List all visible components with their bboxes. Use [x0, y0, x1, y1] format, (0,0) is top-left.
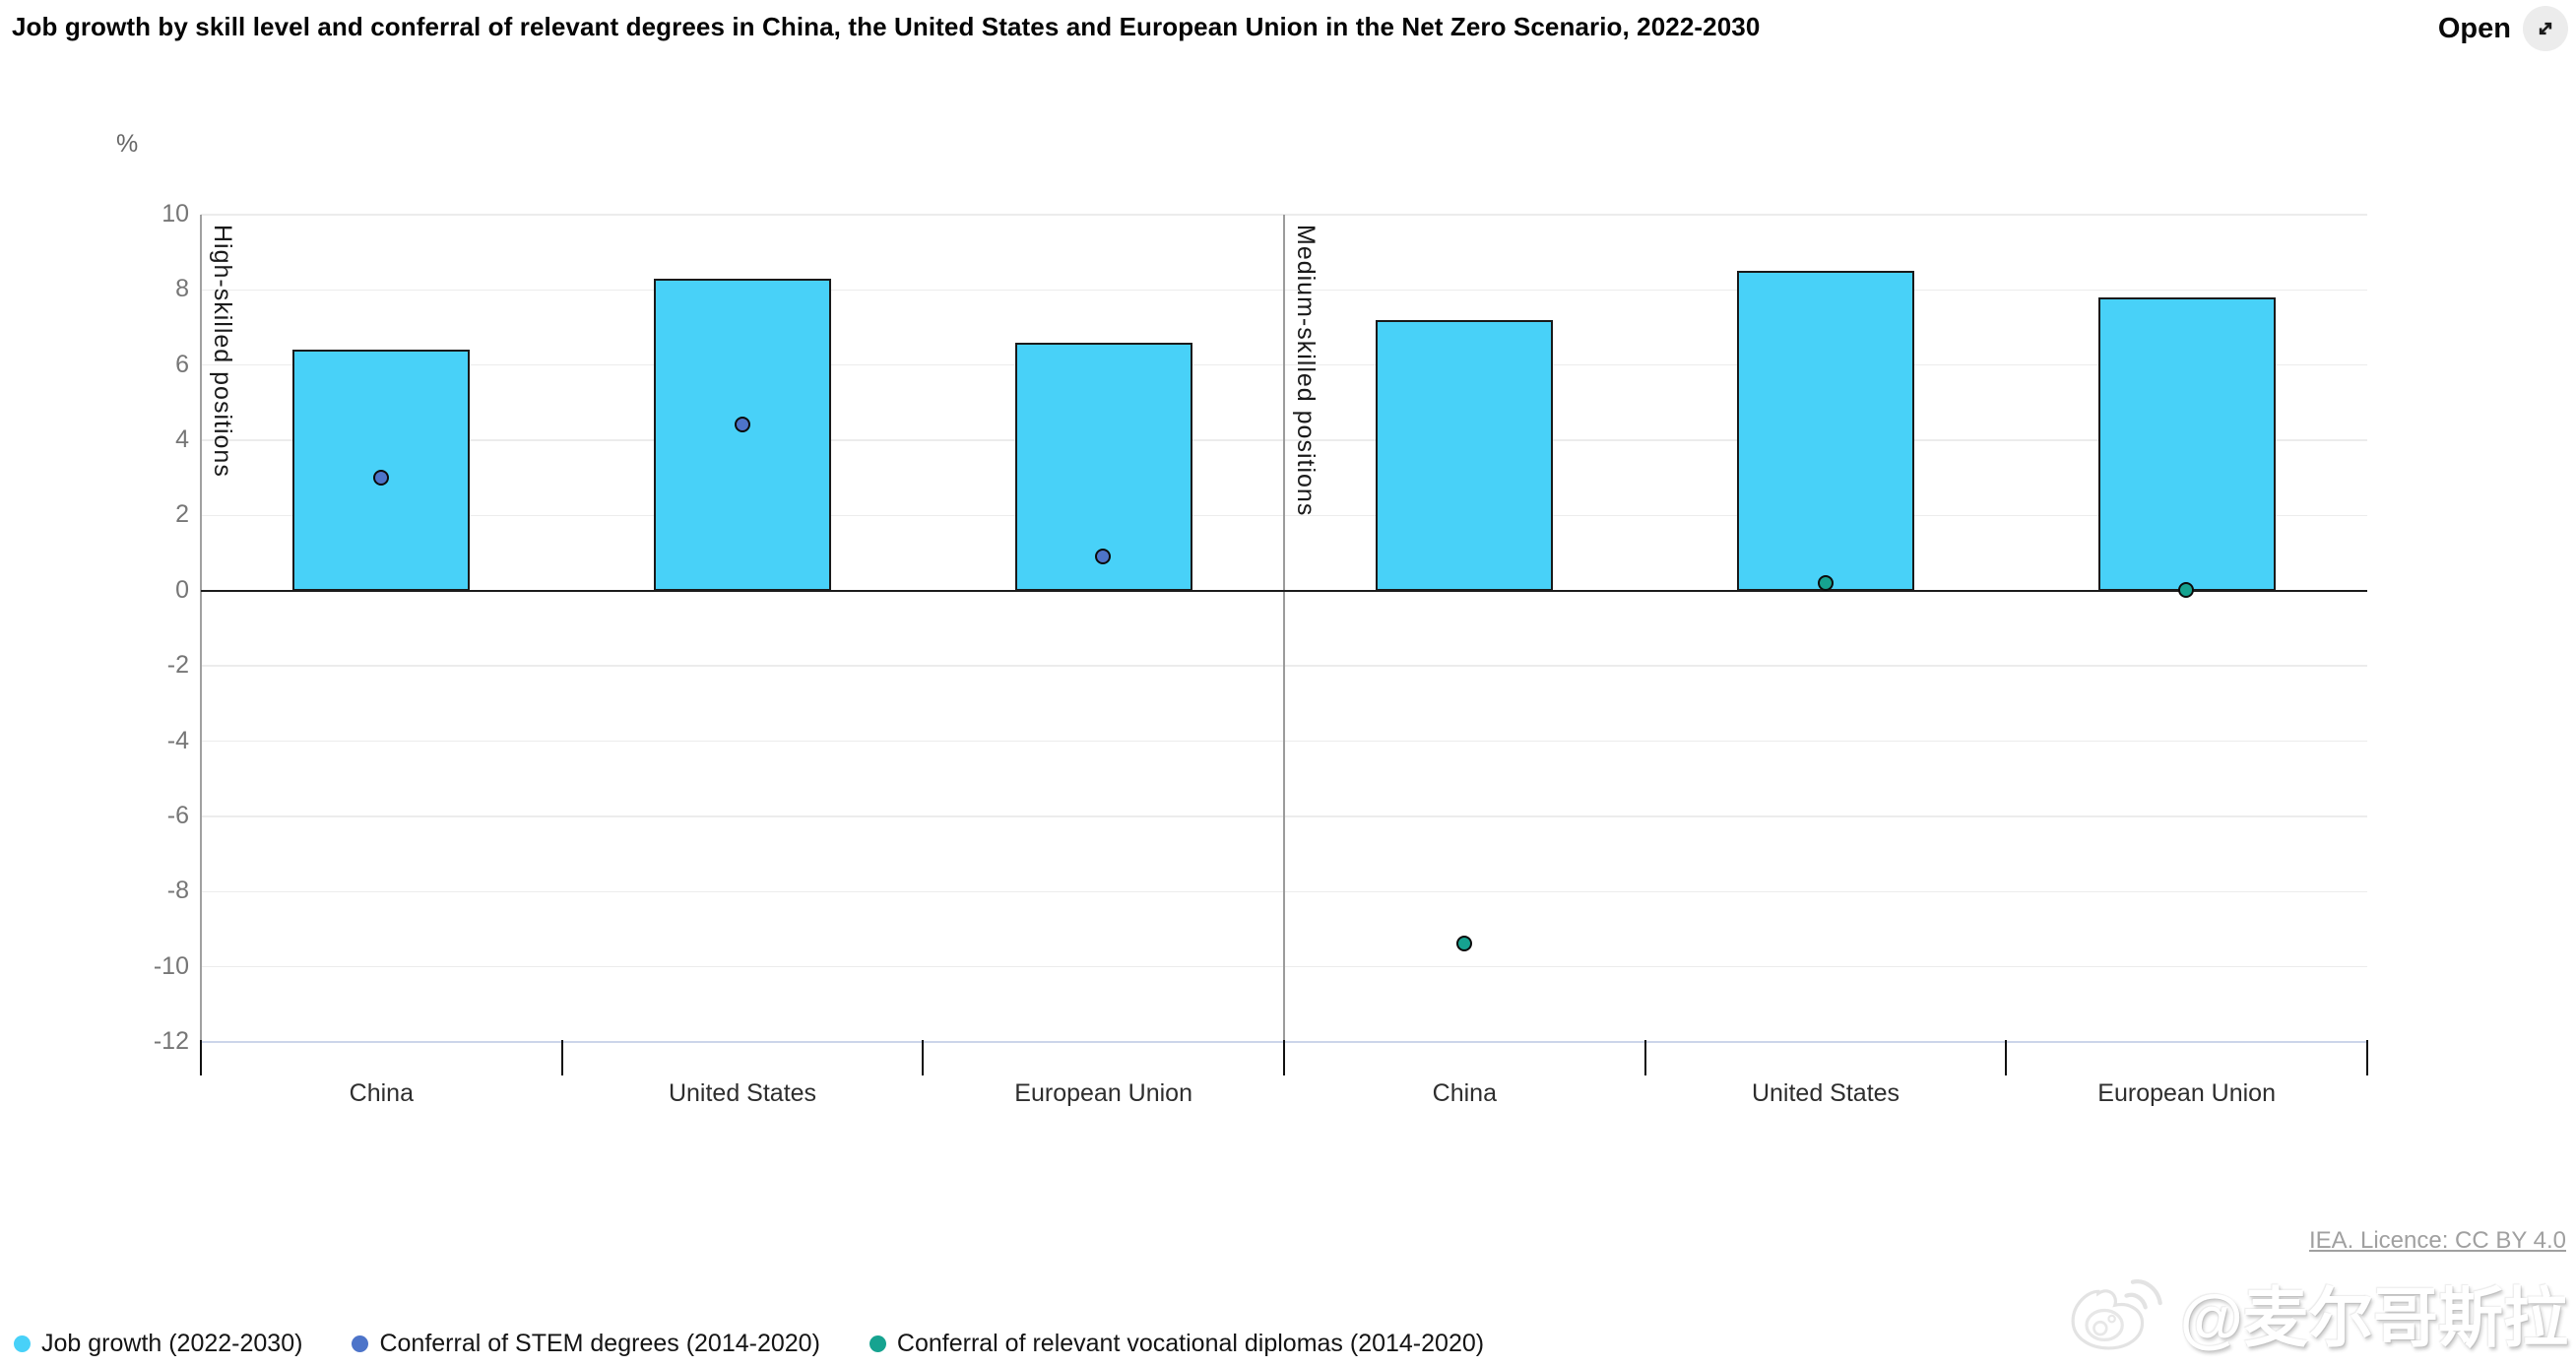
y-axis-tick-label: -12 [153, 1027, 189, 1055]
legend-swatch [14, 1335, 31, 1352]
panel-label-high-skilled-positions: High-skilled positions [209, 225, 236, 478]
open-button-label: Open [2437, 12, 2511, 44]
y-axis-tick-label: -10 [153, 951, 189, 980]
medium-skilled-positions-bar-european-union[interactable] [2097, 297, 2276, 591]
medium-skilled-positions-point-european-union[interactable] [2178, 582, 2195, 599]
x-axis-label-united-states: United States [1751, 1079, 1900, 1107]
legend-swatch [352, 1335, 369, 1352]
x-axis-label-united-states: United States [668, 1079, 817, 1107]
high-skilled-positions-point-united-states[interactable] [734, 417, 750, 433]
chart-title: Job growth by skill level and conferral … [12, 12, 1761, 41]
y-axis-tick-label: 2 [175, 500, 189, 529]
legend-item-job-growth-2022-2030[interactable]: Job growth (2022-2030) [14, 1330, 302, 1358]
x-axis-label-china: China [1432, 1079, 1497, 1107]
high-skilled-positions-point-china[interactable] [372, 469, 389, 486]
y-axis-tick-label: -4 [166, 726, 189, 754]
panel-label-medium-skilled-positions: Medium-skilled positions [1292, 225, 1320, 517]
x-axis-tick [2005, 1040, 2008, 1075]
x-axis-tick [1643, 1040, 1646, 1075]
x-axis-label-china: China [349, 1079, 414, 1107]
x-axis-tick [2366, 1040, 2368, 1075]
x-axis-tick [200, 1040, 202, 1075]
licence-link[interactable]: IEA. Licence: CC BY 4.0 [2308, 1227, 2566, 1254]
y-axis-tick-label: 0 [175, 575, 189, 604]
medium-skilled-positions-point-china[interactable] [1455, 936, 1472, 952]
y-axis-tick-label: -6 [166, 801, 189, 829]
y-axis-tick-label: -2 [166, 651, 189, 680]
x-axis-tick [1283, 1040, 1285, 1075]
medium-skilled-positions-bar-china[interactable] [1376, 319, 1554, 591]
y-axis-unit-label: % [116, 130, 139, 158]
legend: Job growth (2022-2030) Conferral of STEM … [14, 1330, 1484, 1358]
open-button[interactable]: Open [2438, 6, 2568, 51]
x-axis-tick [922, 1040, 925, 1075]
y-axis-tick-label: -8 [166, 877, 189, 905]
left-axis-line [200, 215, 202, 1042]
x-axis-label-european-union: European Union [2097, 1079, 2276, 1107]
x-axis-label-european-union: European Union [1014, 1079, 1192, 1107]
legend-item-conferral-of-stem-degrees-2014-2020[interactable]: Conferral of STEM degrees (2014-2020) [352, 1330, 820, 1358]
legend-swatch [869, 1335, 886, 1352]
high-skilled-positions-point-european-union[interactable] [1095, 548, 1112, 564]
medium-skilled-positions-bar-united-states[interactable] [1737, 271, 1914, 591]
external-link-icon [2523, 6, 2568, 51]
legend-label: Job growth (2022-2030) [41, 1330, 303, 1357]
legend-item-conferral-of-relevant-vocational-diplomas-2014-2020[interactable]: Conferral of relevant vocational diploma… [869, 1330, 1484, 1358]
x-axis-tick [560, 1040, 563, 1075]
medium-skilled-positions-point-united-states[interactable] [1817, 574, 1834, 591]
legend-label: Conferral of relevant vocational diploma… [896, 1330, 1485, 1357]
y-axis-tick-label: 8 [175, 275, 189, 303]
high-skilled-positions-bar-united-states[interactable] [654, 278, 831, 591]
legend-label: Conferral of STEM degrees (2014-2020) [379, 1330, 820, 1357]
y-axis-tick-label: 4 [175, 425, 189, 454]
y-axis-tick-label: 6 [175, 350, 189, 378]
zero-line [201, 589, 2367, 593]
y-axis-tick-label: 10 [161, 200, 189, 228]
panel-separator-line [1283, 215, 1285, 1042]
